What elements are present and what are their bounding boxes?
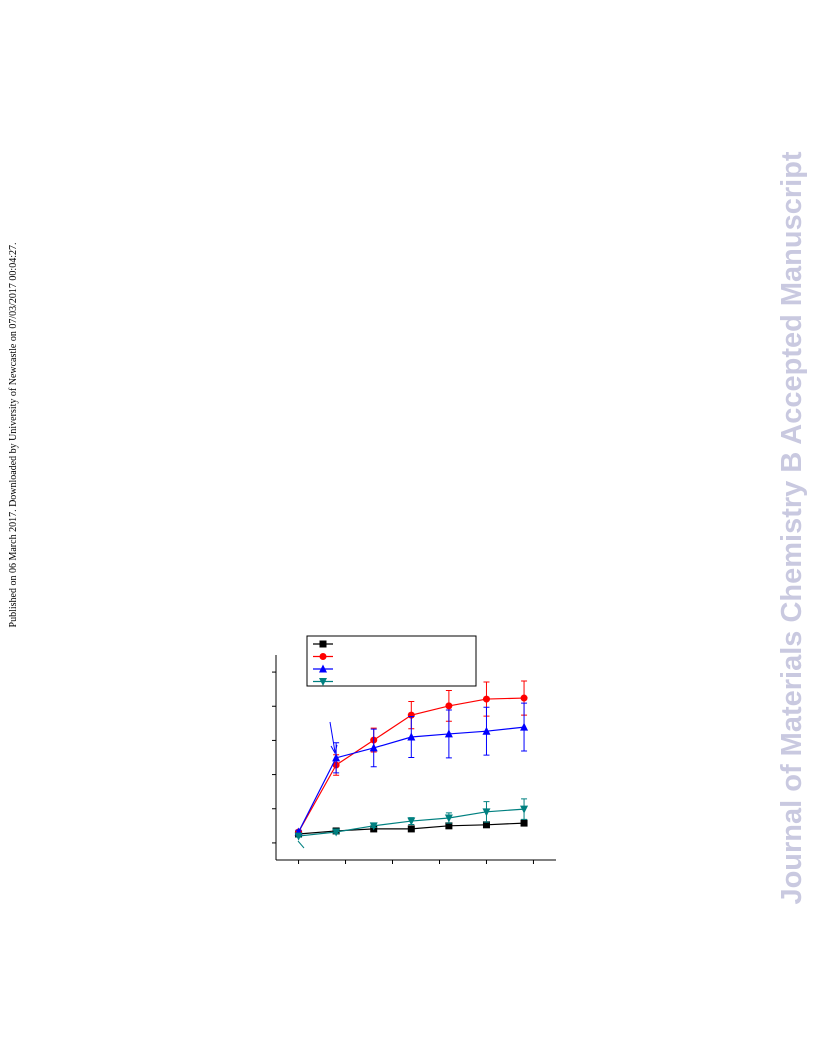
marker — [520, 819, 528, 827]
side-note: Published on 06 March 2017. Downloaded b… — [8, 243, 19, 628]
watermark: Journal of Materials Chemistry B Accepte… — [776, 151, 808, 904]
marker — [407, 817, 416, 826]
legend-marker — [319, 653, 327, 660]
marker — [520, 694, 528, 702]
marker — [482, 726, 491, 735]
marker — [369, 822, 378, 831]
marker — [369, 743, 378, 752]
legend-box — [306, 635, 477, 687]
legend-marker — [319, 640, 327, 648]
legend-marker — [319, 678, 327, 686]
marker — [407, 825, 415, 833]
marker — [520, 805, 529, 814]
chart — [272, 635, 556, 864]
marker — [445, 822, 453, 830]
legend-marker — [319, 664, 327, 673]
marker — [294, 832, 303, 841]
marker — [482, 808, 491, 817]
marker — [332, 828, 341, 837]
arrow — [329, 721, 336, 753]
marker — [332, 753, 341, 762]
marker — [444, 814, 453, 823]
marker — [482, 821, 490, 829]
marker — [407, 732, 416, 741]
marker — [445, 702, 453, 710]
marker — [520, 722, 529, 731]
marker — [482, 695, 490, 703]
arrow — [297, 840, 305, 849]
marker — [444, 729, 453, 738]
